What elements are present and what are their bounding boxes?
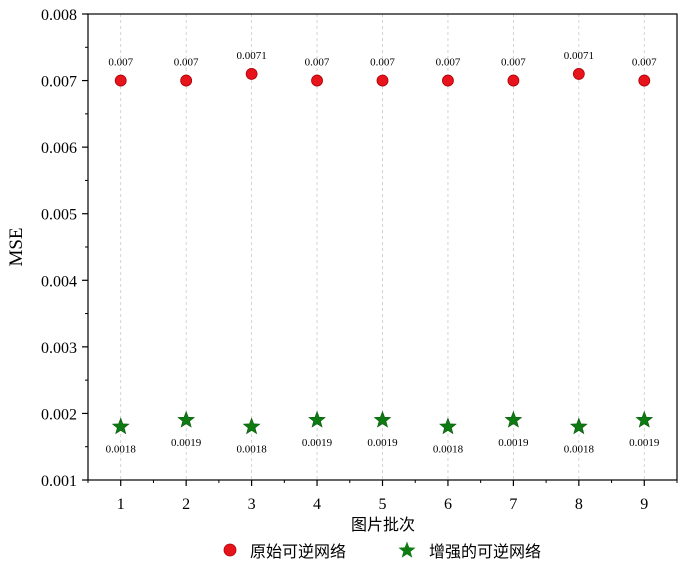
x-tick-label: 9 [640,496,648,513]
x-tick-label: 2 [182,496,190,513]
data-point-circle [572,68,585,80]
x-tick-label: 8 [575,496,583,513]
legend: 原始可逆网络 增强的可逆网络 [0,537,681,563]
data-point-circle [114,74,127,87]
legend-item-enhanced: 增强的可逆网络 [397,537,541,563]
legend-star-icon [398,541,416,558]
data-point-star [242,417,261,435]
y-tick-label: 0.008 [41,7,77,24]
data-label: 0.0019 [302,437,333,449]
data-label: 0.007 [305,57,330,69]
data-label: 0.007 [501,57,526,69]
data-point-star [504,410,523,428]
data-label: 0.007 [108,57,133,69]
y-tick-label: 0.007 [41,74,77,91]
data-label: 0.007 [370,57,395,69]
data-label: 0.0018 [106,444,137,456]
data-label: 0.0071 [564,50,594,62]
x-tick-label: 4 [313,496,321,513]
data-label: 0.0019 [629,437,660,449]
data-label: 0.007 [632,57,657,69]
data-point-star [569,417,588,435]
data-point-star [177,410,196,428]
y-tick-label: 0.002 [41,406,77,423]
data-point-star [308,410,326,428]
data-label: 0.0018 [564,444,595,456]
data-point-star [111,417,130,435]
x-tick-label: 5 [379,496,387,513]
data-point-circle [376,74,389,87]
legend-label-enhanced: 增强的可逆网络 [429,542,542,561]
x-tick-label: 1 [117,496,125,513]
y-tick-label: 0.005 [41,207,77,224]
data-point-circle [507,74,520,87]
y-axis-title: MSE [6,227,27,266]
data-point-star [373,410,392,428]
data-point-star [635,410,654,428]
x-tick-label: 7 [509,496,517,513]
y-tick-label: 0.003 [41,340,77,357]
data-point-circle [311,74,323,87]
y-tick-label: 0.006 [41,140,77,157]
data-point-circle [245,68,258,80]
data-point-circle [638,74,651,87]
y-tick-label: 0.001 [41,473,77,490]
data-labels: 0.007 0.007 0.0071 0.007 0.007 0.007 0.007 0.00… [106,50,660,456]
axes: 0.001 0.002 0.003 0.004 0.005 0.006 0.007 0.008… [41,7,678,513]
data-point-star [439,417,457,435]
data-label: 0.0019 [171,437,202,449]
data-label: 0.0071 [236,50,266,62]
y-tick-label: 0.004 [41,273,77,290]
x-axis-title: 图片批次 [351,515,415,534]
data-label: 0.007 [436,57,461,69]
data-label: 0.007 [174,57,199,69]
legend-circle-icon [223,543,237,557]
data-marks [111,68,654,435]
data-point-circle [180,74,193,87]
data-label: 0.0018 [433,444,464,456]
legend-label-original: 原始可逆网络 [250,542,347,561]
data-label: 0.0019 [498,437,529,449]
x-tick-label: 6 [444,496,452,513]
data-point-circle [442,74,454,87]
x-tick-label: 3 [248,496,256,513]
legend-item-original: 原始可逆网络 [222,537,346,563]
data-label: 0.0019 [367,437,398,449]
data-label: 0.0018 [236,444,267,456]
